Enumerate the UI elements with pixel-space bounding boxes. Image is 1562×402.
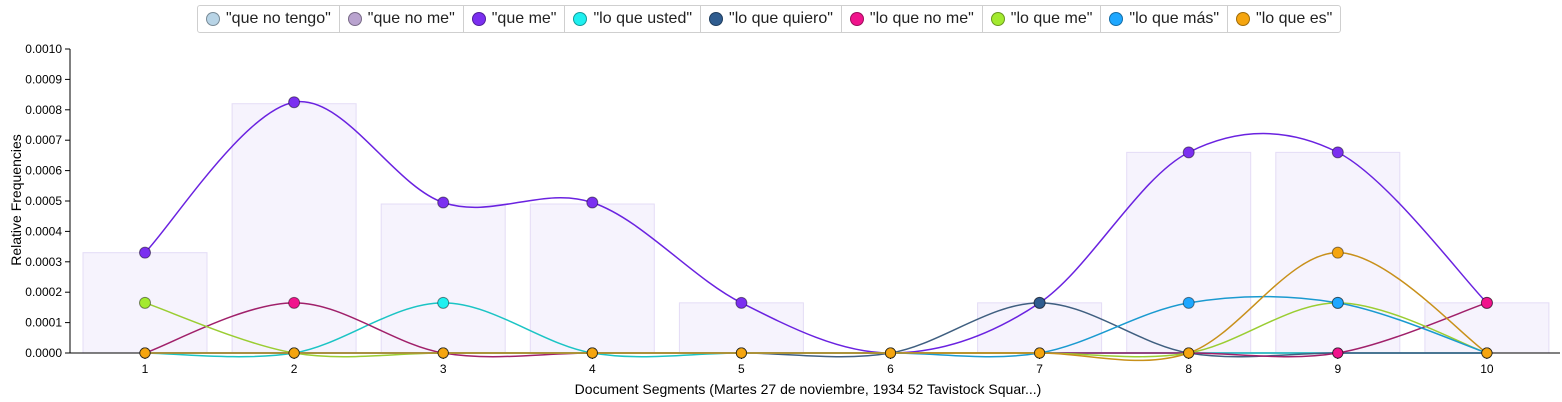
- x-tick-label: 7: [1036, 362, 1043, 376]
- data-point[interactable]: [139, 296, 151, 309]
- legend-item[interactable]: "que no me": [340, 6, 464, 32]
- y-tick-label: 0.0003: [25, 255, 62, 269]
- data-point[interactable]: [139, 246, 151, 259]
- legend-swatch: [849, 12, 864, 26]
- y-tick-label: 0.0010: [25, 42, 62, 56]
- legend-label: "que no tengo": [226, 10, 331, 27]
- legend-swatch: [1236, 12, 1251, 26]
- legend-item[interactable]: "lo que usted": [565, 6, 702, 32]
- data-point[interactable]: [1332, 347, 1344, 359]
- legend-label: "que me": [491, 10, 557, 27]
- legend-item[interactable]: "que no tengo": [198, 6, 340, 32]
- data-point[interactable]: [437, 196, 450, 209]
- legend-label: "lo que es": [1256, 10, 1333, 27]
- data-point[interactable]: [1182, 146, 1195, 159]
- data-point[interactable]: [1033, 296, 1046, 309]
- data-point[interactable]: [1331, 146, 1344, 159]
- legend-item[interactable]: "lo que quiero": [701, 6, 842, 32]
- legend-item[interactable]: "lo que es": [1228, 6, 1340, 32]
- y-axis-title: Relative Frequencies: [8, 134, 24, 266]
- axes-layer: 0.0000 0.0001 0.0002 0.0003 0.0004 0.0005 0.00…: [25, 42, 1560, 376]
- legend-label: "que no me": [367, 10, 455, 27]
- x-tick-label: 8: [1185, 362, 1192, 376]
- legend-label: "lo que no me": [869, 10, 974, 27]
- data-point[interactable]: [288, 347, 300, 359]
- data-point[interactable]: [885, 347, 896, 359]
- y-tick-label: 0.0002: [25, 285, 62, 299]
- legend-item[interactable]: "lo que no me": [842, 6, 983, 32]
- bars-layer: [82, 103, 1550, 354]
- legend-label: "lo que quiero": [729, 10, 833, 27]
- x-tick-label: 3: [440, 362, 447, 376]
- y-tick-label: 0.0009: [25, 72, 62, 86]
- data-point[interactable]: [1331, 296, 1344, 309]
- legend-item[interactable]: "que me": [464, 6, 566, 32]
- data-point[interactable]: [1481, 347, 1493, 359]
- data-point[interactable]: [1182, 296, 1195, 309]
- x-tick-label: 6: [887, 362, 894, 376]
- legend-item[interactable]: "lo que me": [983, 6, 1102, 32]
- legend-label: "lo que más": [1129, 10, 1220, 27]
- x-tick-label: 2: [291, 362, 298, 376]
- segment-bar: [678, 302, 804, 354]
- points-layer: [139, 96, 1493, 359]
- y-tick-label: 0.0006: [25, 164, 62, 178]
- legend-swatch: [709, 12, 724, 26]
- data-point[interactable]: [735, 347, 747, 359]
- y-tick-label: 0.0001: [25, 316, 62, 330]
- data-point[interactable]: [586, 196, 599, 209]
- data-point[interactable]: [1331, 246, 1344, 259]
- y-tick-label: 0.0000: [25, 346, 62, 360]
- x-tick-label: 1: [142, 362, 149, 376]
- segment-bar: [380, 203, 506, 354]
- legend-label: "lo que usted": [593, 10, 693, 27]
- legend-item[interactable]: "lo que más": [1101, 6, 1229, 32]
- x-tick-label: 4: [589, 362, 596, 376]
- series-line: [145, 251, 1488, 362]
- legend-swatch: [1109, 12, 1124, 26]
- x-axis-title: Document Segments (Martes 27 de noviembr…: [575, 381, 1042, 397]
- y-tick-label: 0.0007: [25, 133, 62, 147]
- legend-swatch: [990, 12, 1005, 26]
- x-tick-label: 9: [1334, 362, 1341, 376]
- legend-swatch: [347, 12, 362, 26]
- segment-bar: [1424, 302, 1550, 354]
- x-tick-label: 10: [1480, 362, 1494, 376]
- x-tick-label: 5: [738, 362, 745, 376]
- data-point[interactable]: [437, 296, 450, 309]
- data-point[interactable]: [586, 347, 598, 359]
- data-point[interactable]: [1480, 296, 1493, 309]
- data-point[interactable]: [437, 347, 449, 359]
- legend-label: "lo que me": [1010, 10, 1093, 27]
- data-point[interactable]: [735, 296, 748, 309]
- legend-swatch: [471, 12, 486, 26]
- data-point[interactable]: [1034, 347, 1046, 359]
- y-tick-label: 0.0008: [25, 103, 62, 117]
- segment-bar: [529, 203, 655, 354]
- y-tick-label: 0.0004: [25, 224, 62, 238]
- legend-swatch: [206, 12, 220, 26]
- lines-layer: [144, 101, 1488, 362]
- data-point[interactable]: [139, 347, 151, 359]
- series-line: [144, 101, 1488, 354]
- y-tick-label: 0.0005: [25, 194, 62, 208]
- data-point[interactable]: [288, 296, 301, 309]
- segment-bar: [231, 103, 357, 354]
- data-point[interactable]: [1183, 347, 1195, 359]
- data-point[interactable]: [288, 96, 301, 109]
- segment-bar: [1126, 151, 1252, 354]
- legend: "que no tengo" "que no me" "que me" "lo que…: [197, 5, 1342, 33]
- legend-swatch: [573, 12, 588, 26]
